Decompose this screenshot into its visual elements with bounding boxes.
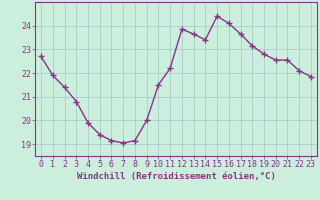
X-axis label: Windchill (Refroidissement éolien,°C): Windchill (Refroidissement éolien,°C): [76, 172, 276, 181]
